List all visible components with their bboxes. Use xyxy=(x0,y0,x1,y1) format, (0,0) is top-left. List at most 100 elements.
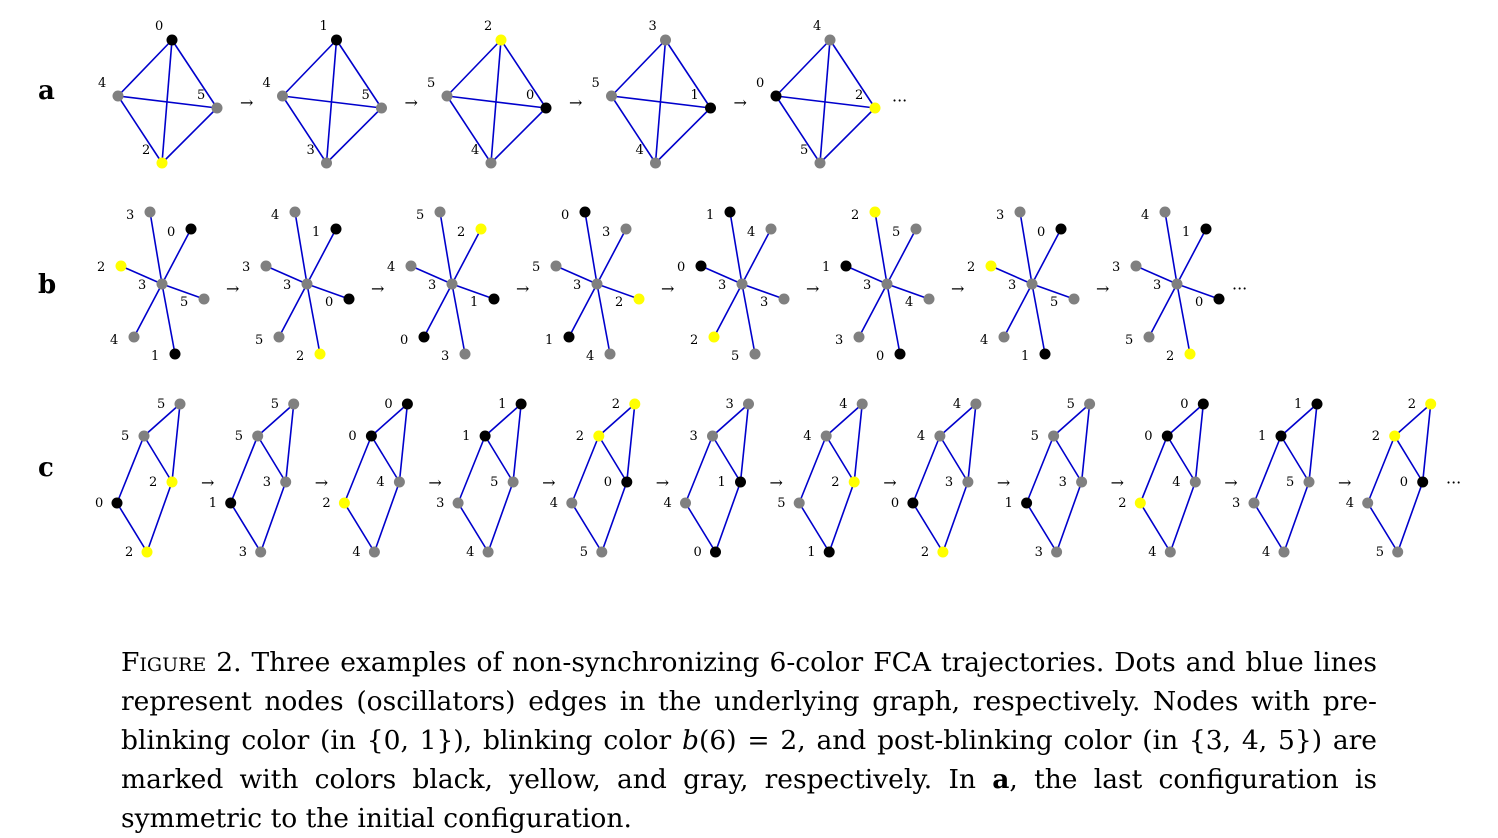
graph-node xyxy=(1161,430,1173,442)
graph-edge xyxy=(457,502,489,553)
graph-edge xyxy=(1053,403,1091,437)
graph-edge xyxy=(1283,481,1310,553)
graph-edge xyxy=(284,403,295,483)
graph-node xyxy=(629,398,641,410)
graph-edge xyxy=(487,481,514,553)
graph-edge xyxy=(325,107,383,164)
graph-edge xyxy=(741,283,785,300)
graph-node xyxy=(765,223,777,235)
graph-node xyxy=(401,398,413,410)
node-label: 2 xyxy=(142,143,150,158)
node-label: 1 xyxy=(151,349,159,364)
graph-edge xyxy=(306,228,337,285)
graph-node xyxy=(115,260,127,272)
node-label: 3 xyxy=(996,208,1004,223)
graph-edge xyxy=(423,283,453,338)
graph-node xyxy=(1076,476,1088,488)
node-label: 2 xyxy=(97,260,105,275)
graph-edge xyxy=(939,403,977,437)
graph-edge xyxy=(1164,211,1178,285)
graph-node xyxy=(621,476,633,488)
node-label: 3 xyxy=(436,496,444,511)
graph-node xyxy=(393,476,405,488)
node-label: 1 xyxy=(320,19,328,34)
graph-node xyxy=(881,278,893,290)
transition-arrow: → xyxy=(734,93,747,112)
graph-node xyxy=(633,293,645,305)
graph-edge xyxy=(343,502,376,553)
node-label: 2 xyxy=(484,19,492,34)
graph-node xyxy=(515,398,527,410)
graph-node xyxy=(289,206,301,218)
graph-node xyxy=(1026,278,1038,290)
graph-node xyxy=(604,348,616,360)
graph-node xyxy=(910,223,922,235)
graph-edge xyxy=(451,283,495,300)
graph-node xyxy=(778,293,790,305)
node-label: 0 xyxy=(95,496,103,511)
graph-node xyxy=(749,348,761,360)
graph-node xyxy=(1417,476,1429,488)
node-label: 4 xyxy=(664,496,672,511)
node-label: 5 xyxy=(235,429,243,444)
node-label: 5 xyxy=(427,76,435,91)
node-label: 1 xyxy=(209,496,217,511)
graph-edge xyxy=(116,435,145,504)
graph-node xyxy=(330,223,342,235)
node-label: 2 xyxy=(1166,349,1174,364)
transition-arrow: → xyxy=(405,93,418,112)
node-label: 2 xyxy=(1408,397,1416,412)
graph-node xyxy=(853,331,865,343)
node-label: 4 xyxy=(110,333,118,348)
node-label: 2 xyxy=(322,496,330,511)
node-label: 1 xyxy=(312,225,320,240)
graph-edge xyxy=(990,265,1033,285)
graph-node xyxy=(708,331,720,343)
node-label: 1 xyxy=(462,429,470,444)
graph-edge xyxy=(886,283,901,355)
graph-edge xyxy=(825,403,863,437)
node-label: 1 xyxy=(691,88,699,103)
node-label: 3 xyxy=(1232,496,1240,511)
graph-edge xyxy=(1139,435,1169,504)
node-label: 3 xyxy=(263,475,271,490)
graph-edge xyxy=(1176,283,1220,300)
graph-node xyxy=(743,398,754,410)
node-label: 5 xyxy=(416,208,424,223)
transition-arrow: → xyxy=(656,473,669,492)
graph-edge xyxy=(117,95,163,164)
node-label: 4 xyxy=(747,225,755,240)
graph-edge xyxy=(281,95,328,164)
graph-edge xyxy=(1031,228,1062,285)
graph-node xyxy=(225,497,237,509)
graph-node xyxy=(338,497,350,509)
graph-node xyxy=(321,157,332,169)
graph-node xyxy=(620,223,632,235)
graph-node xyxy=(376,102,387,114)
graph-node xyxy=(479,430,491,442)
graph-node xyxy=(441,90,453,102)
node-label: 2 xyxy=(1118,496,1126,511)
graph-node xyxy=(1275,430,1287,442)
graph-node xyxy=(970,398,982,410)
node-label: 3 xyxy=(649,19,657,34)
node-label: 0 xyxy=(167,225,175,240)
node-label: 1 xyxy=(807,545,815,560)
graph-edge xyxy=(229,435,259,504)
graph-edge xyxy=(117,95,218,109)
node-label: 1 xyxy=(498,397,506,412)
graph-node xyxy=(823,546,835,558)
node-label: 3 xyxy=(138,278,146,293)
node-label: 4 xyxy=(586,349,594,364)
node-label: 3 xyxy=(760,295,768,310)
graph-edge xyxy=(1080,403,1091,483)
graph-node xyxy=(840,260,852,272)
graph-edge xyxy=(1394,435,1424,483)
graph-edge xyxy=(161,228,192,285)
node-label: 0 xyxy=(891,496,899,511)
graph-node xyxy=(280,476,292,488)
node-label: 3 xyxy=(441,349,449,364)
graph-edge xyxy=(1166,403,1204,437)
transition-arrow: → xyxy=(1224,473,1237,492)
graph-node xyxy=(998,331,1010,343)
